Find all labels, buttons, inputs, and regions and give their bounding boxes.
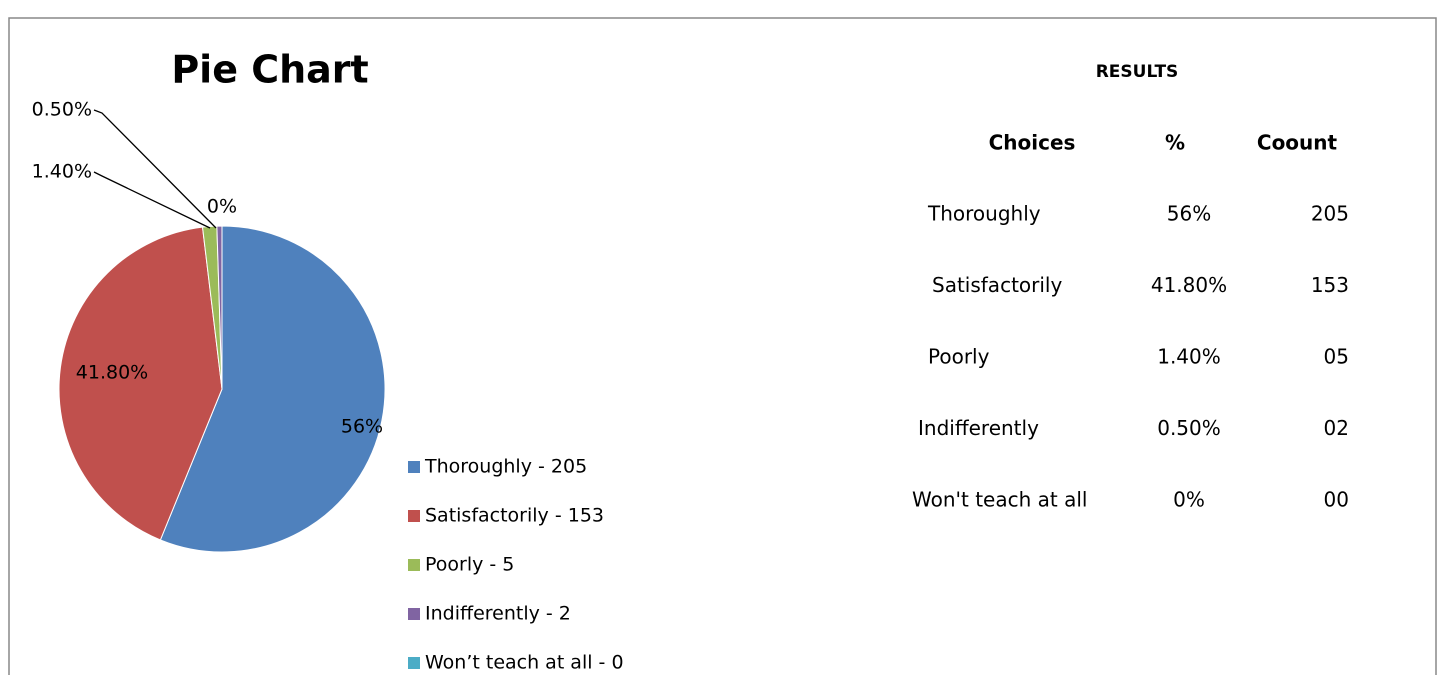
table-cell: 1.40% <box>1157 345 1221 369</box>
legend-swatch <box>408 657 420 669</box>
data-label: 0% <box>207 196 237 218</box>
legend-swatch <box>408 510 420 522</box>
table-header: % <box>1165 131 1185 155</box>
legend-label: Satisfactorily - 153 <box>425 505 604 527</box>
table-cell: 56% <box>1167 202 1211 226</box>
table-cell: 0.50% <box>1157 416 1221 440</box>
table-cell: 02 <box>1324 416 1349 440</box>
table-cell: 05 <box>1324 345 1349 369</box>
frame <box>8 17 1437 675</box>
legend-swatch <box>408 559 420 571</box>
table-cell: Satisfactorily <box>932 273 1062 297</box>
table-cell: Won't teach at all <box>912 488 1087 512</box>
data-label: 41.80% <box>76 362 148 384</box>
data-label: 56% <box>341 416 383 438</box>
table-header: Choices <box>989 131 1076 155</box>
table-header: Coount <box>1257 131 1338 155</box>
pie-slice <box>216 225 223 390</box>
legend-label: Thoroughly - 205 <box>424 456 587 478</box>
table-cell: Poorly <box>928 345 990 369</box>
table-cell: Indifferently <box>918 416 1039 440</box>
table-cell: 0% <box>1173 488 1205 512</box>
table-cell: 205 <box>1311 202 1349 226</box>
table-cell: 153 <box>1311 273 1349 297</box>
data-label: 1.40% <box>32 161 92 183</box>
legend-label: Poorly - 5 <box>425 554 514 576</box>
leader-line <box>93 109 217 229</box>
legend-swatch <box>408 461 420 473</box>
leader-line <box>93 171 211 229</box>
table-cell: 41.80% <box>1151 273 1227 297</box>
pie-slice <box>58 226 223 541</box>
table-cell: 00 <box>1324 488 1349 512</box>
pie-slice <box>159 225 386 553</box>
chart-title: Pie Chart <box>171 48 368 92</box>
table-cell: Thoroughly <box>927 202 1041 226</box>
legend-swatch <box>408 608 420 620</box>
legend-label: Indifferently - 2 <box>425 603 571 625</box>
data-label: 0.50% <box>32 99 92 121</box>
legend-label: Won’t teach at all - 0 <box>425 652 624 674</box>
table-title: RESULTS <box>1096 62 1179 82</box>
